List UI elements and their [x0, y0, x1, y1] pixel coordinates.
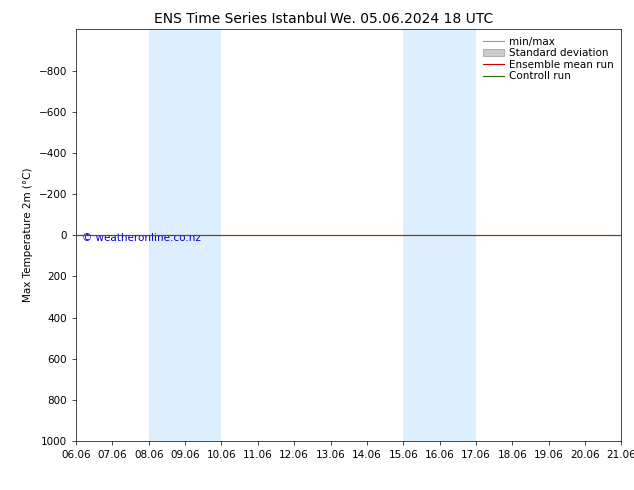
Legend: min/max, Standard deviation, Ensemble mean run, Controll run: min/max, Standard deviation, Ensemble me…	[481, 35, 616, 83]
Y-axis label: Max Temperature 2m (°C): Max Temperature 2m (°C)	[23, 168, 33, 302]
Bar	[149, 29, 221, 441]
Text: ENS Time Series Istanbul: ENS Time Series Istanbul	[155, 12, 327, 26]
Text: We. 05.06.2024 18 UTC: We. 05.06.2024 18 UTC	[330, 12, 494, 26]
Text: © weatheronline.co.nz: © weatheronline.co.nz	[82, 233, 200, 243]
Bar	[403, 29, 476, 441]
